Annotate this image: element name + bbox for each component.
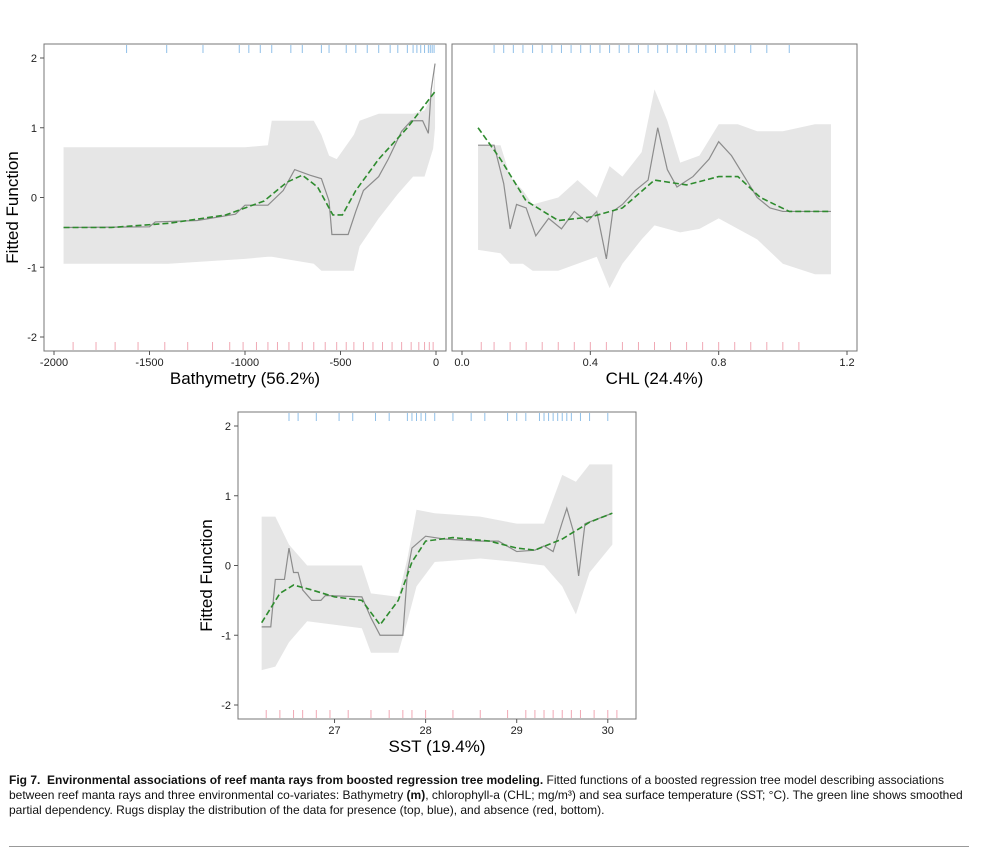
confidence-band — [63, 64, 436, 271]
fitted-function-line — [261, 506, 613, 636]
y-tick-label: -2 — [221, 700, 231, 712]
y-tick-label: -1 — [221, 630, 231, 642]
x-tick-label: -1500 — [135, 357, 163, 369]
chl-panel: 0.0 0.4 0.8 1.2 CHL (24.4%) — [451, 43, 858, 388]
x-tick-label: 0.0 — [454, 357, 469, 369]
caption-unit: (m) — [406, 788, 426, 802]
caption-text-1: Fitted functions of a boosted regression… — [9, 773, 945, 802]
caption-divider — [9, 846, 969, 847]
x-tick-label: -1000 — [231, 357, 259, 369]
x-tick-label: 27 — [328, 725, 340, 737]
y-tick-label: 1 — [31, 123, 37, 135]
y-tick-label: 0 — [31, 193, 37, 205]
y-axis-label: Fitted Function — [3, 151, 22, 263]
figure-caption: Fig 7. Environmental associations of ree… — [9, 773, 964, 818]
smoothed-dependency-line — [260, 512, 613, 627]
x-tick-label: 0.4 — [583, 357, 598, 369]
sst-panel: 27 28 29 30 2 1 0 -1 -2 SST (19.4%) Fitted Functio… — [197, 411, 637, 756]
confidence-band — [478, 89, 831, 289]
fitted-function-line — [478, 127, 831, 259]
x-tick-label: -2000 — [40, 357, 68, 369]
x-axis-label: CHL (24.4%) — [606, 369, 704, 388]
x-axis-label: Bathymetry (56.2%) — [170, 369, 320, 388]
y-tick-label: 1 — [225, 491, 231, 503]
y-tick-label: 2 — [31, 53, 37, 65]
y-tick-label: -1 — [27, 262, 37, 274]
x-tick-label: 28 — [419, 725, 431, 737]
figure-canvas: -2000 -1500 -1000 -500 0 2 1 0 -1 -2 Bathymetry (5… — [3, 43, 858, 756]
y-axis-label: Fitted Function — [197, 519, 216, 631]
bathymetry-panel: -2000 -1500 -1000 -500 0 2 1 0 -1 -2 Bathymetry (5… — [3, 43, 447, 388]
x-tick-label: 0 — [433, 357, 439, 369]
x-tick-label: 30 — [602, 725, 614, 737]
smoothed-dependency-line — [63, 90, 436, 229]
y-tick-label: -2 — [27, 332, 37, 344]
y-tick-label: 2 — [225, 421, 231, 433]
caption-text-2: , chlorophyll-a (CHL; mg/m³) and sea sur… — [9, 788, 963, 817]
caption-label: Fig 7. — [9, 773, 41, 787]
caption-title: Environmental associations of reef manta… — [47, 773, 544, 787]
plot-frame — [451, 43, 858, 352]
x-tick-label: 29 — [511, 725, 523, 737]
x-tick-label: -500 — [329, 357, 351, 369]
confidence-band — [261, 464, 613, 671]
fitted-function-line — [63, 63, 436, 236]
x-tick-label: 0.8 — [711, 357, 726, 369]
x-axis-label: SST (19.4%) — [388, 737, 485, 756]
x-tick-label: 1.2 — [839, 357, 854, 369]
y-tick-label: 0 — [225, 561, 231, 573]
